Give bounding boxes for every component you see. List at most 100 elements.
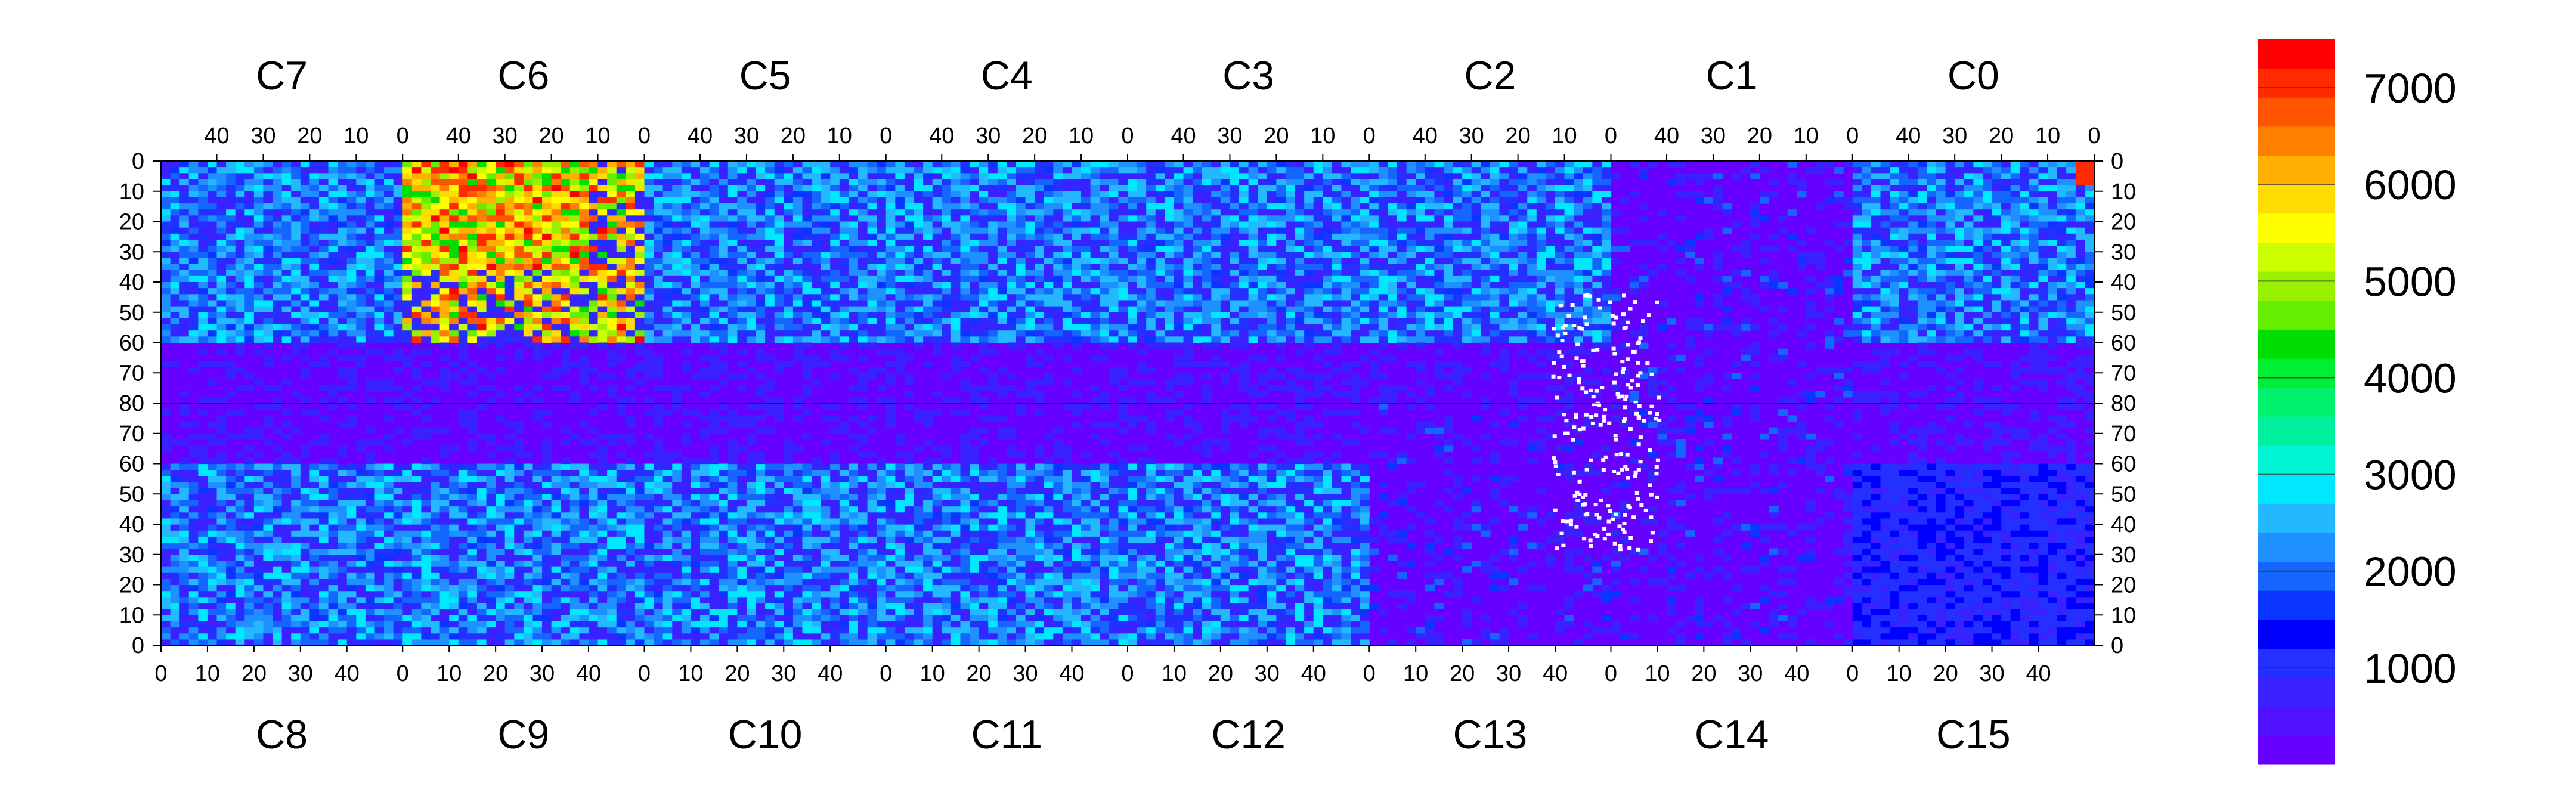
heatmap-cell bbox=[719, 318, 729, 325]
heatmap-cell bbox=[300, 330, 310, 337]
heatmap-cell bbox=[346, 373, 357, 379]
heatmap-cell bbox=[161, 615, 171, 621]
heatmap-cell bbox=[384, 445, 394, 452]
heatmap-cell bbox=[523, 215, 534, 222]
heatmap-cell bbox=[654, 639, 664, 646]
heatmap-cell bbox=[569, 639, 580, 646]
heatmap-cell bbox=[654, 596, 664, 603]
heatmap-cell bbox=[328, 300, 338, 307]
heatmap-cell bbox=[756, 596, 766, 603]
heatmap-cell bbox=[318, 536, 329, 543]
heatmap-cell bbox=[291, 578, 301, 586]
heatmap-cell bbox=[431, 463, 441, 470]
heatmap-cell bbox=[170, 439, 180, 446]
heatmap-cell bbox=[569, 300, 580, 307]
heatmap-cell bbox=[496, 524, 506, 531]
heatmap-cell bbox=[626, 439, 636, 446]
heatmap-cell bbox=[867, 161, 877, 168]
heatmap-cell bbox=[496, 415, 506, 422]
heatmap-cell bbox=[802, 227, 812, 234]
heatmap-cell bbox=[839, 227, 850, 234]
heatmap-cell bbox=[597, 336, 608, 343]
heatmap-cell bbox=[504, 179, 515, 186]
heatmap-cell bbox=[681, 554, 692, 561]
heatmap-cell bbox=[216, 536, 227, 543]
heatmap-cell bbox=[607, 494, 617, 500]
heatmap-cell bbox=[616, 233, 626, 240]
heatmap-cell bbox=[792, 288, 803, 295]
heatmap-cell bbox=[821, 252, 831, 258]
heatmap-cell bbox=[839, 161, 850, 168]
heatmap-cell bbox=[774, 288, 784, 295]
heatmap-cell bbox=[235, 590, 245, 598]
heatmap-cell bbox=[439, 318, 450, 325]
heatmap-cell bbox=[467, 282, 478, 289]
heatmap-cell bbox=[263, 275, 273, 283]
heatmap-cell bbox=[467, 191, 478, 198]
heatmap-cell bbox=[691, 621, 701, 628]
heatmap-cell bbox=[551, 167, 561, 174]
heatmap-cell bbox=[253, 621, 264, 628]
heatmap-cell bbox=[374, 294, 385, 301]
heatmap-cell bbox=[467, 409, 478, 416]
heatmap-cell bbox=[291, 427, 301, 434]
heatmap-cell bbox=[561, 530, 571, 537]
heatmap-cell bbox=[737, 215, 747, 222]
heatmap-cell bbox=[634, 300, 645, 307]
heatmap-cell bbox=[458, 239, 468, 246]
heatmap-cell bbox=[607, 354, 617, 361]
heatmap-cell bbox=[672, 615, 682, 621]
heatmap-cell bbox=[356, 512, 366, 519]
heatmap-cell bbox=[365, 197, 376, 204]
heatmap-cell bbox=[877, 633, 887, 640]
heatmap-cell bbox=[597, 239, 608, 246]
heatmap-cell bbox=[226, 578, 236, 586]
heatmap-cell bbox=[431, 621, 441, 628]
heatmap-cell bbox=[551, 330, 561, 337]
heatmap-cell bbox=[384, 433, 394, 440]
heatmap-cell bbox=[421, 542, 431, 549]
heatmap-cell bbox=[216, 318, 227, 325]
heatmap-cell bbox=[226, 282, 236, 289]
heatmap-cell bbox=[839, 215, 850, 222]
heatmap-cell bbox=[309, 596, 320, 603]
heatmap-cell bbox=[309, 439, 320, 446]
heatmap-cell bbox=[273, 627, 283, 634]
heatmap-cell bbox=[626, 548, 636, 555]
heatmap-cell bbox=[309, 209, 320, 216]
heatmap-cell bbox=[681, 300, 692, 307]
heatmap-cell bbox=[449, 621, 459, 628]
heatmap-cell bbox=[523, 621, 534, 628]
heatmap-cell bbox=[691, 578, 701, 586]
heatmap-cell bbox=[504, 275, 515, 283]
heatmap-cell bbox=[318, 397, 329, 404]
heatmap-cell bbox=[877, 215, 887, 222]
heatmap-cell bbox=[857, 590, 868, 598]
heatmap-cell bbox=[746, 500, 757, 507]
heatmap-cell bbox=[672, 294, 682, 301]
heatmap-cell bbox=[421, 239, 431, 246]
heatmap-cell bbox=[449, 167, 459, 174]
heatmap-cell bbox=[514, 324, 524, 331]
heatmap-cell bbox=[374, 633, 385, 640]
heatmap-cell bbox=[784, 221, 794, 228]
heatmap-cell bbox=[765, 379, 775, 386]
heatmap-cell bbox=[737, 246, 747, 252]
heatmap-cell bbox=[263, 602, 273, 609]
heatmap-cell bbox=[161, 536, 171, 543]
heatmap-cell bbox=[867, 633, 877, 640]
heatmap-cell bbox=[821, 530, 831, 537]
heatmap-cell bbox=[532, 324, 543, 331]
heatmap-cell bbox=[216, 167, 227, 174]
heatmap-cell bbox=[263, 439, 273, 446]
heatmap-cell bbox=[616, 524, 626, 531]
heatmap-cell bbox=[849, 560, 859, 567]
heatmap-cell bbox=[551, 578, 561, 586]
heatmap-cell bbox=[384, 258, 394, 265]
heatmap-cell bbox=[597, 300, 608, 307]
heatmap-cell bbox=[244, 524, 255, 531]
heatmap-cell bbox=[188, 548, 199, 555]
heatmap-cell bbox=[644, 288, 654, 295]
heatmap-cell bbox=[263, 312, 273, 319]
heatmap-cell bbox=[374, 324, 385, 331]
